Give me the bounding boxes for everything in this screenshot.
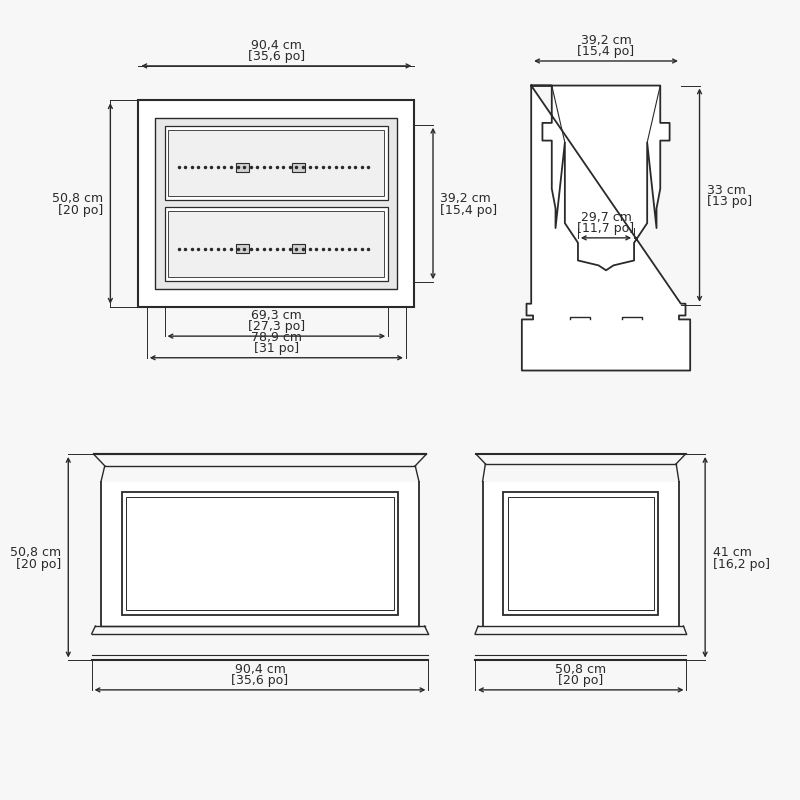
Text: 78,9 cm: 78,9 cm (251, 331, 302, 344)
Text: 50,8 cm: 50,8 cm (10, 546, 61, 559)
Text: 33 cm: 33 cm (707, 184, 746, 197)
Text: 41 cm: 41 cm (713, 546, 751, 559)
Text: [35,6 po]: [35,6 po] (248, 50, 305, 63)
Text: [31 po]: [31 po] (254, 342, 299, 354)
Text: [35,6 po]: [35,6 po] (231, 674, 289, 687)
Bar (236, 244, 250, 253)
Bar (236, 162, 250, 171)
Bar (292, 162, 306, 171)
Text: 69,3 cm: 69,3 cm (251, 310, 302, 322)
Bar (101, 482, 419, 626)
Text: 39,2 cm: 39,2 cm (441, 192, 491, 205)
Text: [27,3 po]: [27,3 po] (248, 320, 305, 333)
Text: 90,4 cm: 90,4 cm (251, 39, 302, 52)
Text: 29,7 cm: 29,7 cm (581, 211, 631, 224)
Text: [16,2 po]: [16,2 po] (713, 558, 770, 570)
Bar (482, 482, 679, 626)
Bar (508, 498, 654, 610)
Bar (138, 100, 414, 306)
Bar (155, 118, 398, 289)
Bar (165, 207, 388, 281)
Bar (126, 498, 394, 610)
Text: [15,4 po]: [15,4 po] (578, 45, 634, 58)
Text: [20 po]: [20 po] (15, 558, 61, 570)
Text: 90,4 cm: 90,4 cm (234, 663, 286, 676)
Bar (168, 211, 384, 277)
Text: [15,4 po]: [15,4 po] (441, 204, 498, 217)
Text: [20 po]: [20 po] (558, 674, 603, 687)
Polygon shape (522, 86, 690, 370)
Bar (165, 126, 388, 199)
Bar (503, 492, 658, 615)
Bar (122, 492, 398, 615)
Text: 50,8 cm: 50,8 cm (555, 663, 606, 676)
Bar (292, 244, 306, 253)
Text: [11,7 po]: [11,7 po] (578, 222, 634, 235)
Bar (168, 130, 384, 196)
Text: 39,2 cm: 39,2 cm (581, 34, 631, 47)
Text: [20 po]: [20 po] (58, 204, 103, 217)
Text: 50,8 cm: 50,8 cm (52, 192, 103, 205)
Text: [13 po]: [13 po] (707, 195, 752, 209)
